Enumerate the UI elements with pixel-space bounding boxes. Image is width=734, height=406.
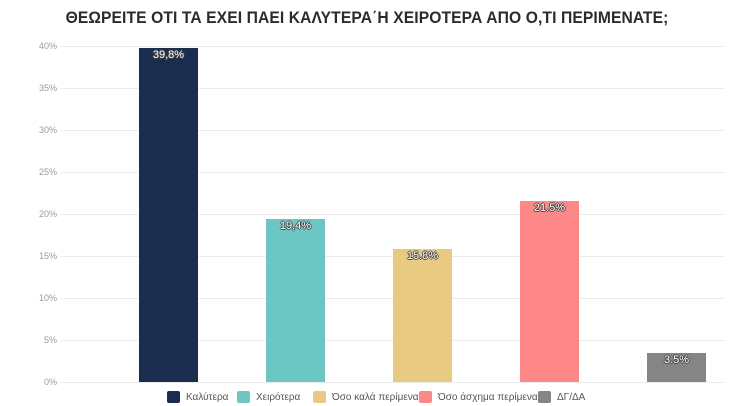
- gridline: [61, 130, 725, 131]
- bar-value-label: 19,4%: [279, 220, 312, 232]
- bar[interactable]: 39,8%: [139, 48, 198, 382]
- y-tick-label: 35%: [38, 83, 57, 93]
- legend-label: ΔΓ/ΔΑ: [557, 391, 586, 403]
- legend-swatch-icon: [419, 391, 432, 403]
- legend-label: Όσο άσχημα περίμενα: [438, 391, 538, 403]
- y-tick-label: 5%: [43, 335, 57, 345]
- gridline: [61, 382, 725, 383]
- y-tick-label: 20%: [38, 209, 57, 219]
- y-tick-label: 30%: [38, 125, 57, 135]
- legend-label: Όσο καλά περίμενα: [332, 391, 419, 403]
- gridline: [61, 88, 725, 89]
- bar[interactable]: 21.5%: [520, 201, 579, 382]
- legend-label: Καλύτερα: [186, 391, 229, 403]
- gridline: [61, 214, 725, 215]
- bar-value-label: 39,8%: [152, 49, 185, 61]
- bar[interactable]: 15.8%: [393, 249, 452, 382]
- bar-value-label: 3.5%: [663, 354, 690, 366]
- legend-swatch-icon: [167, 391, 180, 403]
- legend-swatch-icon: [237, 391, 250, 403]
- legend-item[interactable]: Χειρότερα: [237, 390, 300, 404]
- bar-value-label: 21.5%: [533, 202, 566, 214]
- legend-item[interactable]: Καλύτερα: [167, 390, 228, 404]
- bar[interactable]: 19,4%: [266, 219, 325, 382]
- y-tick-label: 10%: [38, 293, 57, 303]
- legend-swatch-icon: [538, 391, 551, 403]
- watermark: · ·: [722, 398, 728, 404]
- gridline: [61, 172, 725, 173]
- legend-item[interactable]: ΔΓ/ΔΑ: [538, 390, 585, 404]
- y-tick-label: 25%: [38, 167, 57, 177]
- chart-title: ΘΕΩΡΕΙΤΕ ΟΤΙ ΤΑ ΕΧΕΙ ΠΑΕΙ ΚΑΛΥΤΕΡΑ΄Η ΧΕΙ…: [65, 8, 669, 27]
- bar-value-label: 15.8%: [406, 250, 439, 262]
- legend-label: Χειρότερα: [256, 391, 301, 403]
- bar[interactable]: 3.5%: [647, 353, 706, 382]
- legend-item[interactable]: Όσο άσχημα περίμενα: [419, 390, 538, 404]
- gridline: [61, 46, 725, 47]
- legend-item[interactable]: Όσο καλά περίμενα: [313, 390, 419, 404]
- y-tick-label: 0%: [43, 377, 57, 387]
- chart-legend: Καλύτερα Χειρότερα Όσο καλά περίμενα Όσο άσ…: [0, 390, 734, 404]
- y-tick-label: 15%: [38, 251, 57, 261]
- legend-swatch-icon: [313, 391, 326, 403]
- y-tick-label: 40%: [38, 41, 57, 51]
